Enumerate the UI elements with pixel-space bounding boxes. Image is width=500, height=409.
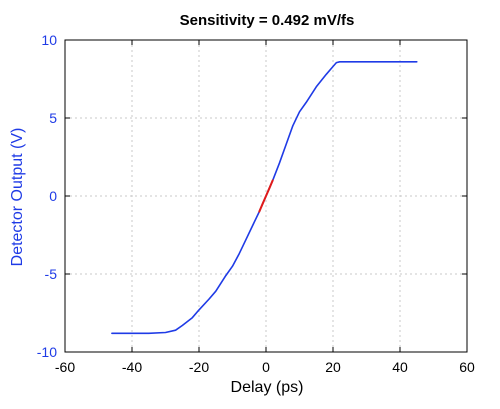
y-tick-label: -5 bbox=[45, 266, 58, 282]
x-axis-label: Delay (ps) bbox=[231, 379, 304, 396]
x-tick-label: -60 bbox=[55, 359, 75, 375]
y-tick-label: 10 bbox=[41, 32, 57, 48]
y-tick-label: 5 bbox=[49, 110, 57, 126]
y-axis: 10 5 0 -5 -10 bbox=[37, 32, 467, 360]
y-tick-label: -10 bbox=[37, 344, 57, 360]
x-tick-label: 20 bbox=[325, 359, 341, 375]
chart-title: Sensitivity = 0.492 mV/fs bbox=[180, 12, 355, 29]
x-tick-label: 60 bbox=[459, 359, 475, 375]
series-group bbox=[111, 60, 418, 335]
y-tick-label: 0 bbox=[49, 188, 57, 204]
x-tick-label: -20 bbox=[189, 359, 209, 375]
x-tick-label: -40 bbox=[122, 359, 142, 375]
x-tick-label: 0 bbox=[262, 359, 270, 375]
x-tick-label: 40 bbox=[392, 359, 408, 375]
y-axis-label: Detector Output (V) bbox=[9, 128, 26, 267]
x-axis: -60 -40 -20 0 20 40 60 bbox=[55, 40, 475, 375]
series-line-linear-region bbox=[258, 179, 274, 213]
